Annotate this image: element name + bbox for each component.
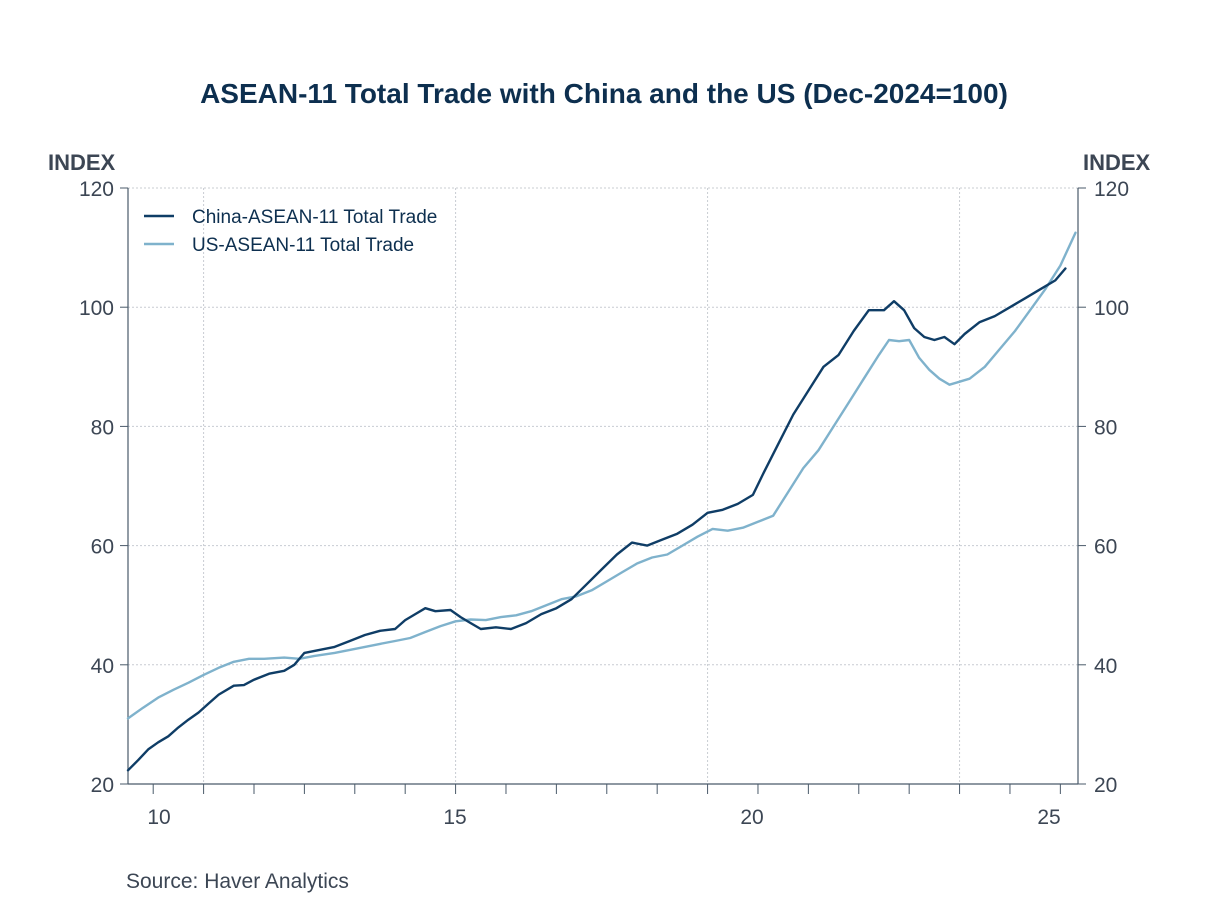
left-axis-unit-label: INDEX — [48, 150, 116, 175]
x-tick-label: 20 — [740, 806, 763, 829]
y-tick-label-left: 120 — [79, 178, 114, 201]
legend-label-china: China-ASEAN-11 Total Trade — [192, 207, 437, 228]
y-tick-label-right: 100 — [1094, 297, 1129, 320]
x-tick-label: 10 — [147, 806, 170, 829]
y-tick-label-right: 80 — [1094, 416, 1117, 439]
y-tick-label-left: 80 — [91, 416, 114, 439]
legend-label-us: US-ASEAN-11 Total Trade — [192, 235, 414, 256]
y-tick-label-left: 20 — [91, 774, 114, 797]
series-line-china — [126, 267, 1067, 772]
y-tick-label-left: 60 — [91, 536, 114, 559]
y-tick-label-right: 120 — [1094, 178, 1129, 201]
legend: China-ASEAN-11 Total Trade US-ASEAN-11 To… — [144, 207, 437, 256]
y-tick-label-right: 40 — [1094, 655, 1117, 678]
y-tick-label-right: 20 — [1094, 774, 1117, 797]
x-tick-label: 25 — [1037, 806, 1060, 829]
chart-title: ASEAN-11 Total Trade with China and the … — [200, 78, 1008, 109]
axes: 20 20 40 40 60 60 80 80 100 100 120 120 10 15 20 25 — [79, 178, 1129, 829]
y-tick-label-left: 100 — [79, 297, 114, 320]
gridlines — [128, 187, 1078, 784]
source-note: Source: Haver Analytics — [126, 870, 349, 893]
right-axis-unit-label: INDEX — [1083, 150, 1151, 175]
y-tick-label-left: 40 — [91, 655, 114, 678]
series-line-us — [126, 231, 1077, 720]
y-tick-label-right: 60 — [1094, 536, 1117, 559]
x-tick-label: 15 — [443, 806, 466, 829]
series-layer — [126, 231, 1077, 772]
